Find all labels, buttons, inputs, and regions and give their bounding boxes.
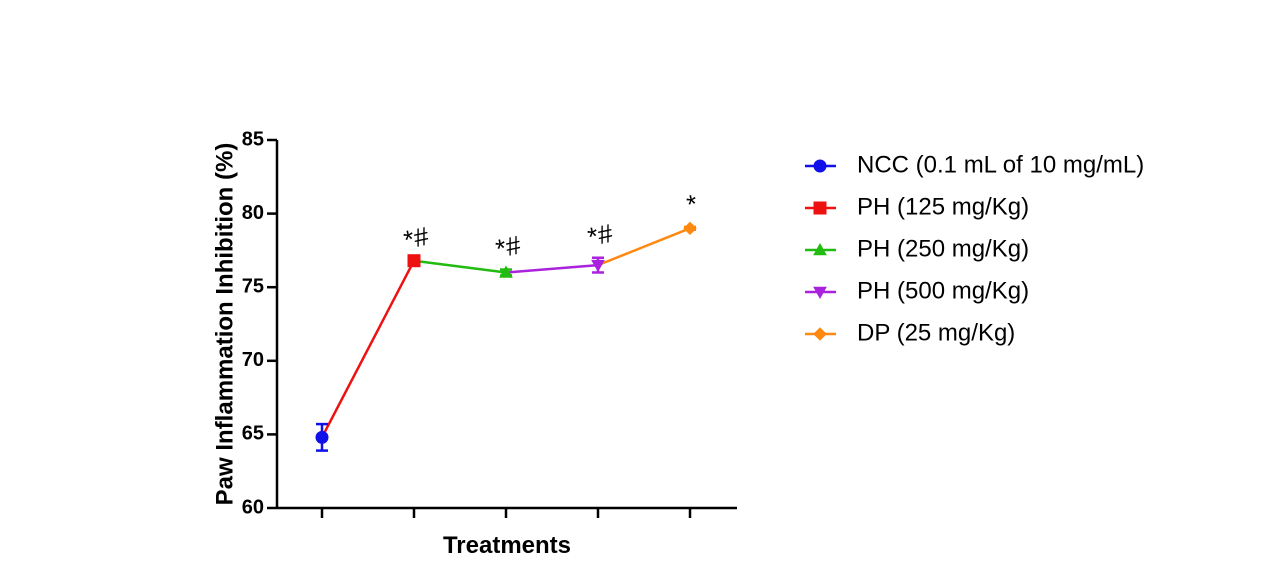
- y-ticks: 60 65 70 75 80 85: [242, 128, 277, 518]
- data-point: [683, 221, 697, 236]
- significance-annotations: *# *# *# *: [401, 188, 700, 264]
- data-points: [315, 221, 697, 452]
- x-axis-title: Treatments: [443, 532, 571, 559]
- series-line-segment: [505, 263, 599, 274]
- series-line-segment: [413, 259, 507, 274]
- legend-marker: [813, 159, 827, 173]
- axes: [275, 140, 737, 510]
- significance-label: *: [684, 188, 700, 219]
- legend-label: PH (250 mg/Kg): [857, 235, 1029, 262]
- data-point: [315, 430, 329, 444]
- data-point: [407, 254, 421, 268]
- significance-label: *#: [493, 229, 524, 264]
- legend-item: PH (125 mg/Kg): [805, 193, 1029, 220]
- y-tick-label: 65: [242, 423, 264, 445]
- significance-label: *#: [401, 221, 432, 256]
- significance-label: *#: [585, 218, 616, 253]
- y-axis-title: Paw Inflammation Inhibition (%): [211, 143, 238, 506]
- legend-label: PH (125 mg/Kg): [857, 193, 1029, 220]
- series-line-segment: [320, 260, 416, 438]
- legend-item: DP (25 mg/Kg): [805, 319, 1015, 346]
- data-point: [591, 259, 605, 273]
- data-point: [499, 265, 513, 278]
- series-lines: [320, 227, 691, 438]
- legend: NCC (0.1 mL of 10 mg/mL) PH (125 mg/Kg) PH…: [805, 151, 1144, 346]
- legend-label: DP (25 mg/Kg): [857, 319, 1015, 346]
- legend-marker: [813, 201, 827, 215]
- legend-marker: [813, 242, 827, 256]
- y-tick-label: 60: [242, 496, 264, 518]
- series-line-segment: [597, 227, 691, 267]
- y-tick-label: 80: [242, 202, 264, 224]
- legend-item: PH (500 mg/Kg): [805, 277, 1029, 304]
- legend-item: PH (250 mg/Kg): [805, 235, 1029, 262]
- y-tick-label: 75: [242, 275, 264, 297]
- legend-label: PH (500 mg/Kg): [857, 277, 1029, 304]
- legend-item: NCC (0.1 mL of 10 mg/mL): [805, 151, 1144, 178]
- legend-marker: [813, 327, 827, 341]
- y-tick-label: 85: [242, 128, 264, 150]
- legend-marker: [813, 286, 827, 300]
- x-ticks: [320, 508, 692, 518]
- legend-label: NCC (0.1 mL of 10 mg/mL): [857, 151, 1144, 178]
- y-tick-label: 70: [242, 349, 264, 371]
